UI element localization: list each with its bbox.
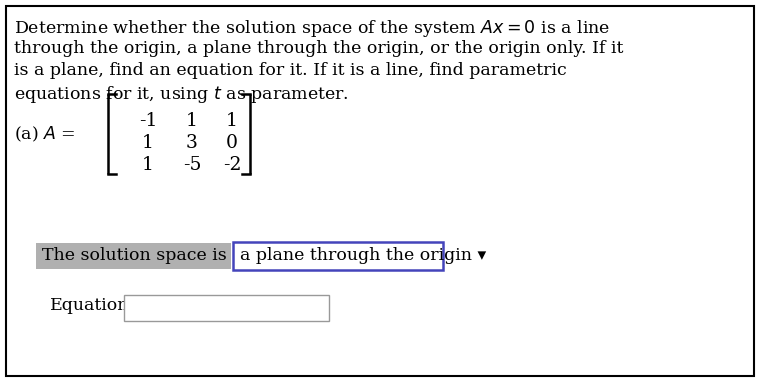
Text: Determine whether the solution space of the system $Ax = 0$ is a line: Determine whether the solution space of … xyxy=(14,18,610,39)
Text: 1: 1 xyxy=(142,156,154,174)
Text: -5: -5 xyxy=(183,156,201,174)
Text: (a) $A$ =: (a) $A$ = xyxy=(14,124,75,144)
Text: Equation:: Equation: xyxy=(50,297,135,314)
Text: is a plane, find an equation for it. If it is a line, find parametric: is a plane, find an equation for it. If … xyxy=(14,62,567,79)
Text: 0: 0 xyxy=(226,134,238,152)
FancyBboxPatch shape xyxy=(233,242,443,270)
Text: 1: 1 xyxy=(186,112,198,130)
Text: -1: -1 xyxy=(139,112,158,130)
Text: 1: 1 xyxy=(142,134,154,152)
FancyBboxPatch shape xyxy=(6,6,754,376)
Text: through the origin, a plane through the origin, or the origin only. If it: through the origin, a plane through the … xyxy=(14,40,623,57)
FancyBboxPatch shape xyxy=(124,295,329,321)
Text: a plane through the origin ▾: a plane through the origin ▾ xyxy=(240,247,486,265)
FancyBboxPatch shape xyxy=(36,243,231,269)
Text: 3: 3 xyxy=(186,134,198,152)
Text: -2: -2 xyxy=(223,156,241,174)
Text: equations for it, using $t$ as parameter.: equations for it, using $t$ as parameter… xyxy=(14,84,349,105)
Text: 1: 1 xyxy=(226,112,238,130)
Text: The solution space is: The solution space is xyxy=(42,247,227,265)
